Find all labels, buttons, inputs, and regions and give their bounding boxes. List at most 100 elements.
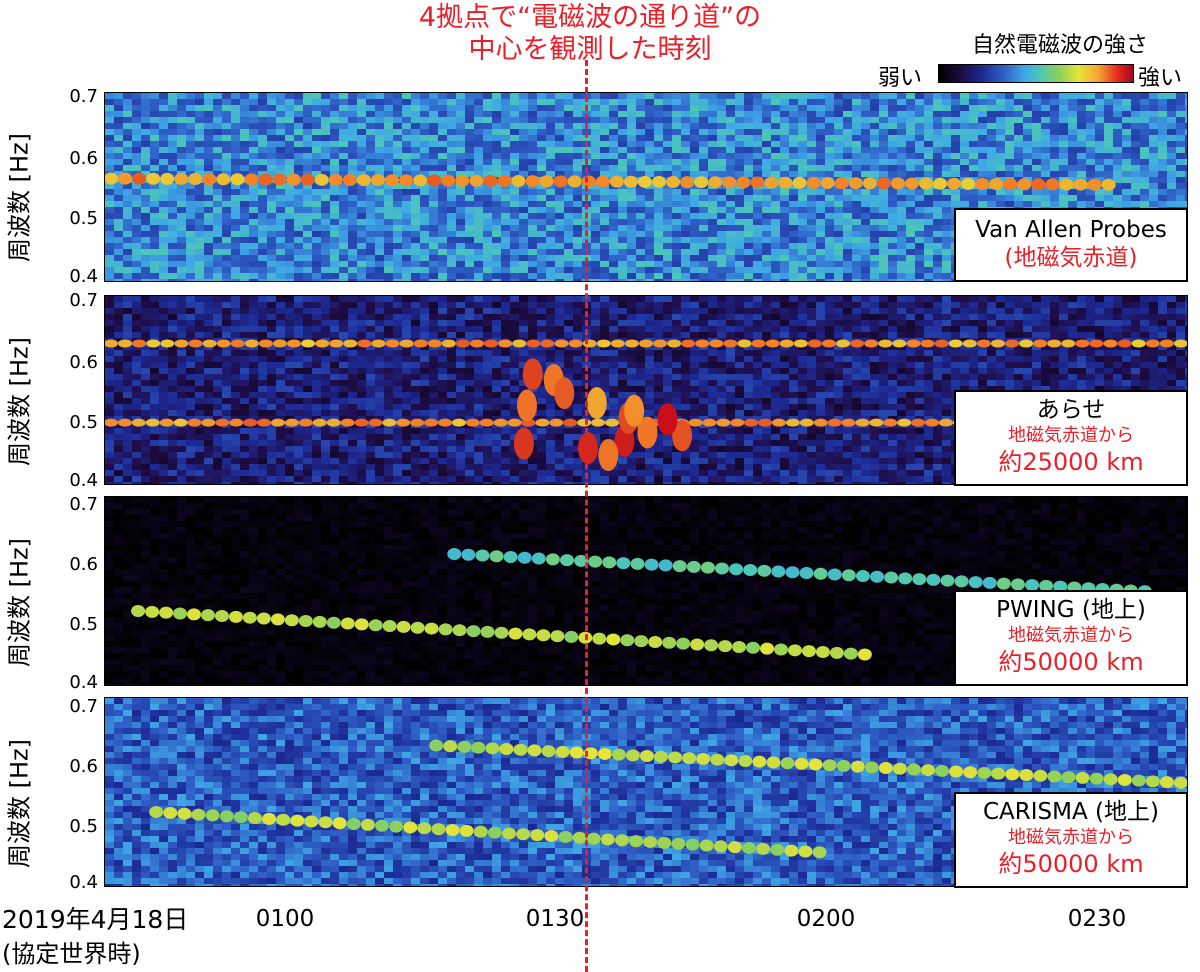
noise-cell — [1131, 171, 1140, 177]
noise-cell — [105, 296, 114, 302]
noise-cell — [492, 302, 501, 308]
noise-cell — [483, 213, 492, 219]
noise-cell — [447, 195, 456, 201]
noise-cell — [834, 189, 843, 195]
noise-cell — [402, 249, 411, 255]
noise-cell — [519, 320, 528, 326]
noise-cell — [1149, 117, 1158, 123]
noise-cell — [1104, 326, 1113, 332]
noise-cell — [609, 165, 618, 171]
noise-cell — [240, 201, 249, 207]
noise-cell — [249, 320, 258, 326]
noise-cell — [474, 213, 483, 219]
noise-cell — [348, 207, 357, 213]
noise-cell — [393, 314, 402, 320]
noise-cell — [204, 261, 213, 267]
noise-cell — [1032, 159, 1041, 165]
noise-cell — [501, 111, 510, 117]
noise-cell — [537, 189, 546, 195]
noise-cell — [771, 273, 780, 279]
noise-cell — [339, 111, 348, 117]
noise-cell — [240, 225, 249, 231]
noise-cell — [942, 195, 951, 201]
noise-cell — [1050, 189, 1059, 195]
noise-cell — [267, 147, 276, 153]
noise-cell — [1113, 135, 1122, 141]
noise-cell — [762, 302, 771, 308]
noise-cell — [780, 296, 789, 302]
noise-cell — [762, 314, 771, 320]
noise-cell — [852, 135, 861, 141]
noise-cell — [924, 105, 933, 111]
noise-cell — [996, 326, 1005, 332]
noise-cell — [654, 273, 663, 279]
noise-cell — [348, 129, 357, 135]
noise-cell — [726, 267, 735, 273]
noise-cell — [348, 237, 357, 243]
noise-cell — [204, 302, 213, 308]
noise-cell — [618, 273, 627, 279]
noise-cell — [249, 135, 258, 141]
noise-cell — [474, 320, 483, 326]
noise-cell — [294, 273, 303, 279]
noise-cell — [753, 171, 762, 177]
noise-cell — [231, 117, 240, 123]
noise-cell — [960, 314, 969, 320]
noise-cell — [339, 243, 348, 249]
noise-cell — [393, 123, 402, 129]
noise-cell — [609, 302, 618, 308]
noise-cell — [1014, 147, 1023, 153]
noise-cell — [726, 314, 735, 320]
noise-cell — [996, 123, 1005, 129]
noise-cell — [924, 267, 933, 273]
noise-cell — [708, 273, 717, 279]
noise-cell — [420, 332, 429, 338]
noise-cell — [888, 213, 897, 219]
noise-cell — [699, 249, 708, 255]
noise-cell — [285, 207, 294, 213]
noise-cell — [591, 93, 600, 99]
noise-cell — [780, 320, 789, 326]
noise-cell — [537, 338, 546, 344]
noise-cell — [1185, 201, 1187, 207]
noise-cell — [150, 153, 159, 159]
noise-cell — [762, 141, 771, 147]
noise-cell — [1167, 171, 1176, 177]
noise-cell — [1185, 123, 1187, 129]
noise-cell — [717, 141, 726, 147]
noise-cell — [204, 219, 213, 225]
noise-cell — [483, 225, 492, 231]
noise-cell — [1014, 99, 1023, 105]
noise-cell — [897, 165, 906, 171]
band-segment — [961, 177, 976, 190]
noise-cell — [447, 123, 456, 129]
noise-cell — [708, 243, 717, 249]
noise-cell — [258, 332, 267, 338]
noise-cell — [591, 338, 600, 344]
noise-cell — [726, 99, 735, 105]
colorbar-low-label: 弱い — [878, 66, 923, 91]
noise-cell — [231, 189, 240, 195]
noise-cell — [1131, 189, 1140, 195]
noise-cell — [1023, 201, 1032, 207]
noise-cell — [366, 141, 375, 147]
noise-cell — [1113, 171, 1122, 177]
noise-cell — [1023, 195, 1032, 201]
noise-cell — [474, 111, 483, 117]
y-tick-label: 0.6 — [69, 148, 98, 169]
noise-cell — [366, 237, 375, 243]
noise-cell — [681, 320, 690, 326]
noise-cell — [933, 326, 942, 332]
noise-cell — [258, 243, 267, 249]
noise-cell — [330, 189, 339, 195]
noise-cell — [474, 308, 483, 314]
noise-cell — [1149, 201, 1158, 207]
noise-cell — [1014, 320, 1023, 326]
noise-cell — [906, 93, 915, 99]
noise-cell — [204, 308, 213, 314]
noise-cell — [1041, 332, 1050, 338]
noise-cell — [348, 320, 357, 326]
noise-cell — [105, 261, 114, 267]
noise-cell — [393, 183, 402, 189]
noise-cell — [159, 159, 168, 165]
